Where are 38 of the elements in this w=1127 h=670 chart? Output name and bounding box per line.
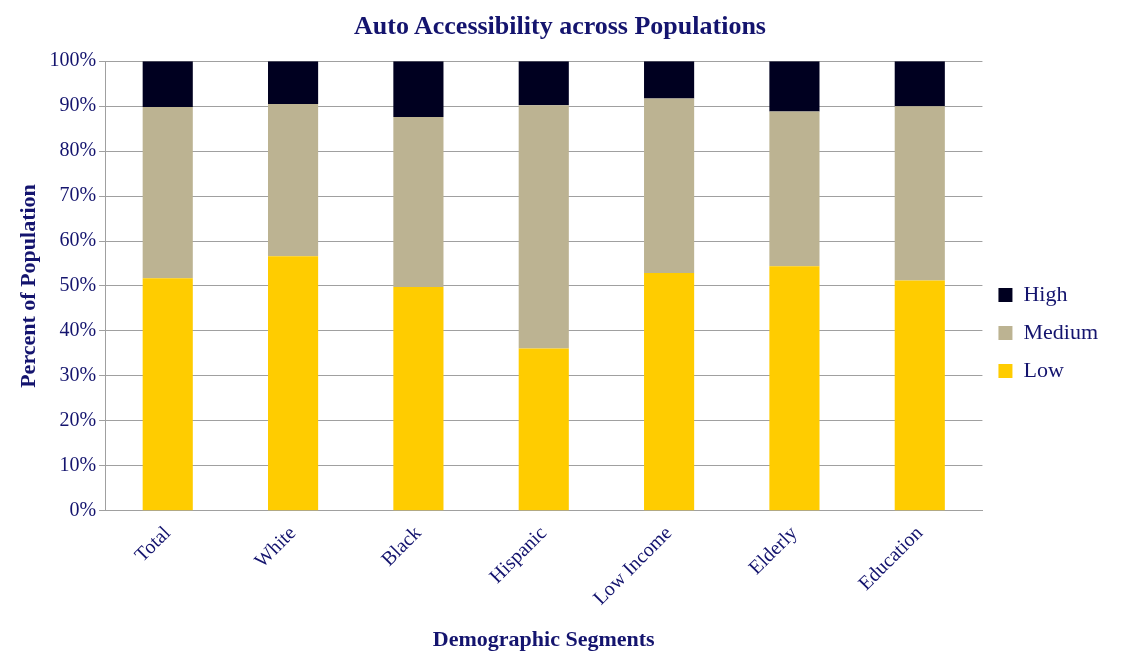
- y-tick-label: 20%: [59, 408, 97, 431]
- y-tick-label: 40%: [59, 318, 97, 341]
- bar: [393, 286, 444, 511]
- bar: [268, 61, 319, 104]
- y-tick-label: 90%: [59, 93, 97, 116]
- legend-label: Medium: [1023, 318, 1099, 344]
- chart-title: Auto Accessibility across Populations: [354, 11, 766, 41]
- bar: [142, 107, 193, 279]
- bar: [644, 98, 695, 273]
- legend-label: Low: [1023, 356, 1064, 382]
- y-tick-label: 100%: [49, 48, 97, 71]
- bar: [894, 106, 945, 281]
- y-tick-label: 80%: [59, 138, 97, 161]
- y-tick-label: 70%: [59, 183, 97, 206]
- bar: [518, 348, 569, 511]
- bar: [142, 278, 193, 511]
- bar: [894, 280, 945, 511]
- bar: [393, 61, 444, 117]
- bar: [644, 272, 695, 511]
- bar: [518, 61, 569, 106]
- bar: [894, 61, 945, 107]
- bar: [644, 61, 695, 99]
- bar: [393, 116, 444, 287]
- bar: [518, 105, 569, 349]
- bar: [268, 103, 319, 257]
- y-tick-label: 30%: [59, 363, 97, 386]
- legend-label: High: [1023, 280, 1068, 306]
- bar: [142, 61, 193, 108]
- y-tick-label: 10%: [59, 453, 97, 476]
- bar: [268, 256, 319, 511]
- y-tick-label: 60%: [59, 228, 97, 251]
- bar: [769, 111, 820, 267]
- bar: [769, 266, 820, 511]
- y-tick-label: 0%: [69, 498, 97, 521]
- y-axis-title: Percent of Population: [14, 184, 40, 388]
- x-axis-title: Demographic Segments: [432, 626, 656, 652]
- y-tick-label: 50%: [59, 273, 97, 296]
- bar: [769, 61, 820, 112]
